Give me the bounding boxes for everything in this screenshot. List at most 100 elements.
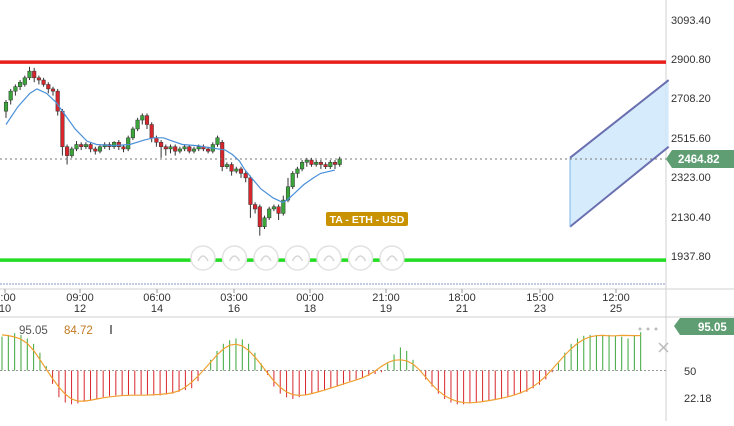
candle[interactable] bbox=[140, 115, 145, 121]
osc-signal-line[interactable] bbox=[1, 334, 641, 404]
candle[interactable] bbox=[3, 102, 9, 112]
candle[interactable] bbox=[65, 146, 70, 156]
candle[interactable] bbox=[69, 148, 74, 156]
time-tick-date: 16 bbox=[228, 303, 240, 315]
candle[interactable] bbox=[36, 77, 41, 81]
pattern-icon[interactable] bbox=[379, 245, 405, 271]
channel-upper-line[interactable] bbox=[569, 79, 670, 159]
candle[interactable] bbox=[243, 173, 248, 179]
toolbar-button[interactable] bbox=[190, 245, 216, 271]
candle[interactable] bbox=[32, 70, 37, 79]
candle[interactable] bbox=[88, 144, 93, 150]
candle[interactable] bbox=[22, 77, 27, 85]
candle[interactable] bbox=[271, 206, 276, 210]
close-icon-stroke bbox=[658, 342, 669, 353]
moving-average bbox=[5, 88, 336, 203]
candle[interactable] bbox=[220, 142, 225, 167]
candle[interactable] bbox=[93, 148, 98, 152]
candle[interactable] bbox=[262, 217, 267, 228]
toolbar-button[interactable] bbox=[284, 245, 311, 271]
current-price-bg bbox=[666, 149, 734, 168]
curve-down-icon[interactable] bbox=[284, 245, 311, 271]
candle[interactable] bbox=[60, 110, 65, 147]
toolbar-glyph bbox=[260, 255, 272, 262]
candle[interactable] bbox=[187, 146, 192, 152]
candle[interactable] bbox=[281, 199, 286, 214]
candle[interactable] bbox=[196, 146, 201, 150]
candle[interactable] bbox=[304, 159, 309, 163]
toolbar-button[interactable] bbox=[347, 245, 374, 271]
candle[interactable] bbox=[55, 90, 60, 112]
candle[interactable] bbox=[276, 206, 281, 214]
more-icon[interactable] bbox=[638, 327, 658, 331]
candle[interactable] bbox=[248, 177, 253, 205]
candle[interactable] bbox=[295, 168, 300, 174]
candle[interactable] bbox=[290, 173, 295, 187]
candle[interactable] bbox=[79, 144, 84, 147]
candle[interactable] bbox=[234, 168, 239, 172]
arrow-up-down-icon[interactable] bbox=[221, 245, 248, 271]
osc-value-a: 95.05 bbox=[19, 325, 48, 337]
ma-line[interactable] bbox=[5, 88, 336, 203]
candle[interactable] bbox=[116, 142, 121, 147]
candle[interactable] bbox=[126, 137, 131, 150]
candle[interactable] bbox=[206, 148, 211, 152]
candle[interactable] bbox=[253, 204, 258, 210]
candle[interactable] bbox=[112, 142, 117, 147]
candle[interactable] bbox=[83, 144, 88, 147]
candle[interactable] bbox=[97, 146, 103, 152]
candle[interactable] bbox=[229, 164, 234, 172]
candle[interactable] bbox=[130, 128, 135, 139]
candle[interactable] bbox=[50, 88, 56, 92]
curve-up-icon[interactable] bbox=[316, 245, 342, 271]
toolbar-button[interactable] bbox=[379, 245, 405, 271]
arrow-left-icon[interactable] bbox=[190, 245, 216, 271]
candle[interactable] bbox=[323, 164, 328, 167]
candle[interactable] bbox=[13, 86, 18, 92]
curve-icon[interactable] bbox=[253, 245, 279, 271]
oscillator-pane: 95.05 84.72 bbox=[0, 325, 669, 405]
toolbar-button[interactable] bbox=[221, 245, 248, 271]
candle[interactable] bbox=[224, 164, 229, 167]
candle[interactable] bbox=[337, 158, 342, 165]
time-tick-time: 09:00 bbox=[66, 292, 94, 304]
candle[interactable] bbox=[121, 146, 126, 150]
candle[interactable] bbox=[267, 208, 272, 219]
candle[interactable] bbox=[74, 144, 79, 150]
candle[interactable] bbox=[328, 162, 333, 167]
candle[interactable] bbox=[41, 79, 46, 85]
close-icon[interactable] bbox=[658, 342, 669, 353]
candle[interactable] bbox=[159, 142, 164, 147]
candle[interactable] bbox=[182, 146, 187, 150]
candle[interactable] bbox=[238, 168, 244, 174]
candle[interactable] bbox=[135, 119, 140, 130]
candle[interactable] bbox=[309, 159, 314, 165]
candle[interactable] bbox=[46, 84, 51, 90]
candle[interactable] bbox=[154, 137, 159, 143]
candle[interactable] bbox=[8, 90, 13, 101]
candle[interactable] bbox=[177, 148, 182, 152]
candle[interactable] bbox=[163, 146, 168, 150]
candle[interactable] bbox=[314, 162, 319, 165]
candle[interactable] bbox=[144, 115, 150, 125]
toolbar-button[interactable] bbox=[253, 245, 279, 271]
candle[interactable] bbox=[318, 162, 323, 165]
candle[interactable] bbox=[191, 148, 197, 152]
price-tick-label: 3093.40 bbox=[671, 15, 711, 27]
candle[interactable] bbox=[215, 137, 220, 145]
candle[interactable] bbox=[149, 124, 154, 139]
triangle-pattern-icon[interactable] bbox=[347, 245, 374, 271]
candle[interactable] bbox=[18, 82, 23, 87]
watermark-bg bbox=[326, 212, 408, 226]
candle[interactable] bbox=[257, 206, 262, 228]
toolbar-button[interactable] bbox=[316, 245, 342, 271]
candle[interactable] bbox=[332, 162, 338, 165]
candle[interactable] bbox=[168, 146, 173, 150]
candle[interactable] bbox=[27, 70, 32, 79]
candle[interactable] bbox=[173, 146, 178, 152]
time-tick-time: 15:00 bbox=[526, 292, 554, 304]
channel-lower-line[interactable] bbox=[569, 145, 670, 228]
candle[interactable] bbox=[300, 162, 305, 170]
